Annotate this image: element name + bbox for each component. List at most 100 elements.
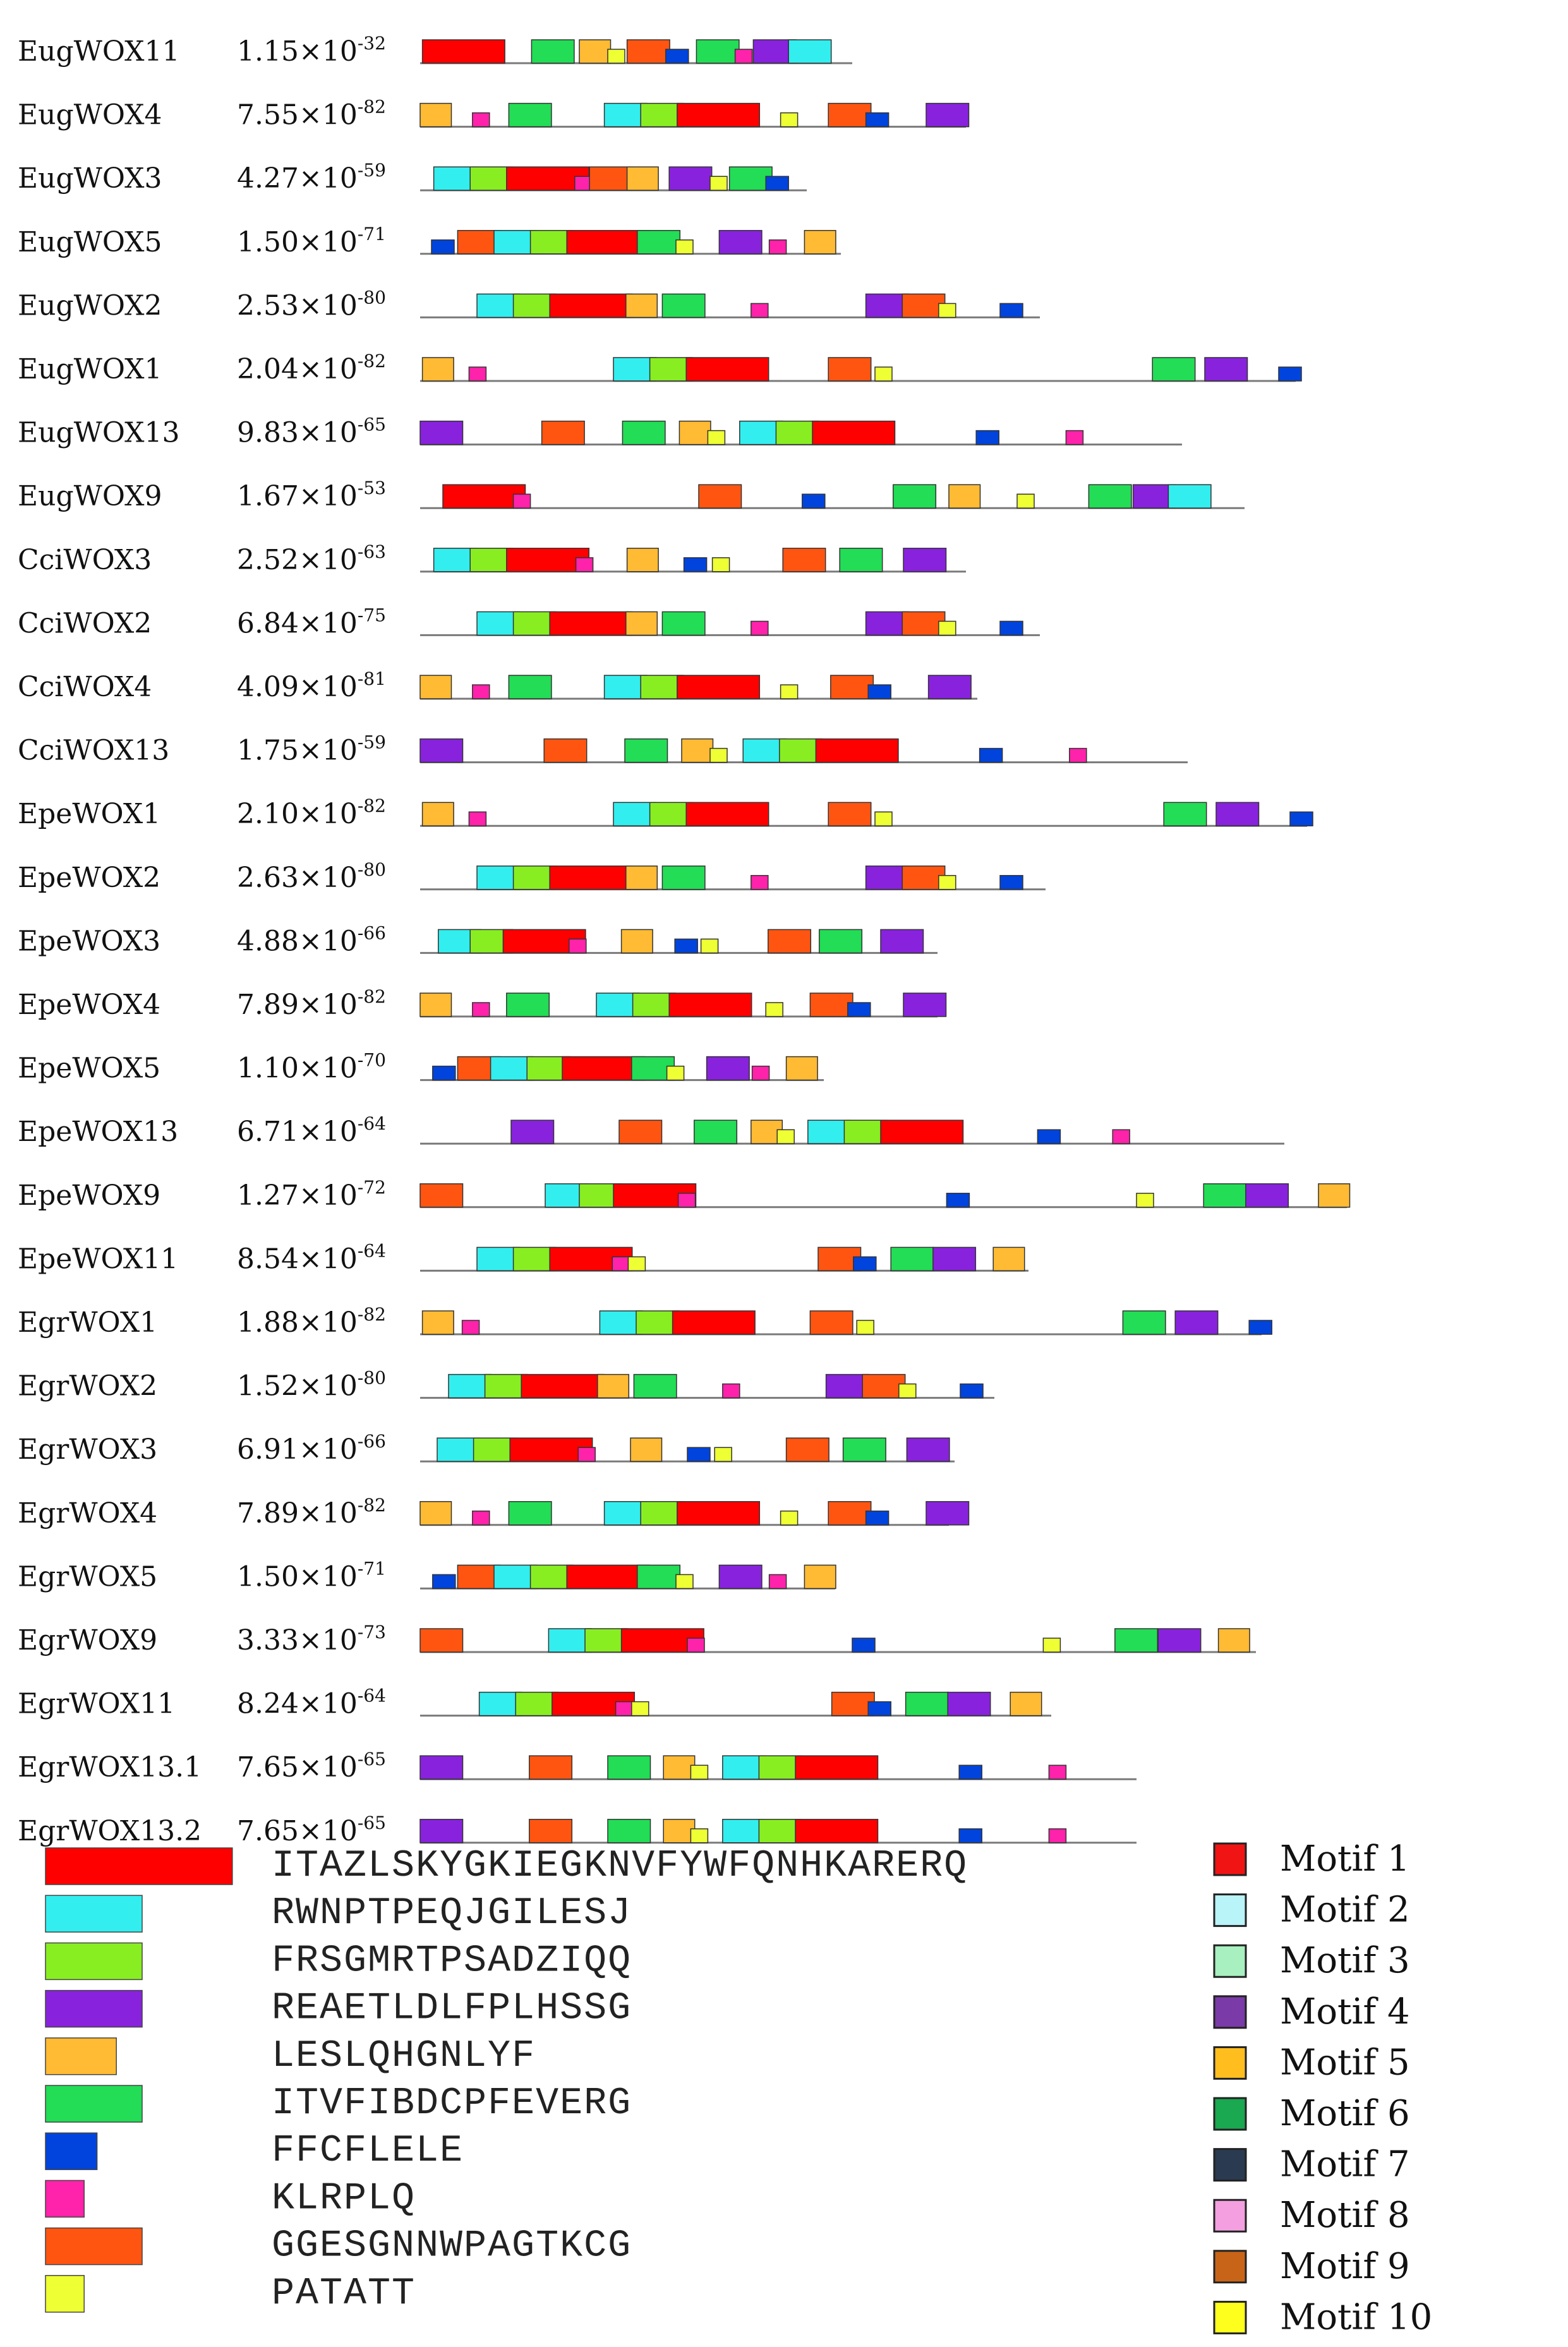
motif-block — [946, 1193, 970, 1208]
motif-block — [677, 1193, 696, 1208]
motif-block — [419, 1628, 464, 1653]
sequence-name: EgrWOX13.2 — [18, 1815, 202, 1847]
sequence-row: EgrWOX13.1 7.65×10-65 — [18, 1749, 1137, 1783]
motif-key-label: Motif 5 — [1280, 2042, 1410, 2083]
motif-block — [624, 738, 668, 763]
motif-block — [1065, 430, 1084, 445]
motif-block — [706, 1056, 750, 1081]
p-value: 1.50×10-71 — [237, 1558, 386, 1593]
motif-block — [690, 1828, 709, 1843]
motif-block — [938, 875, 956, 890]
motif-block — [842, 1437, 886, 1462]
p-value: 1.15×10-32 — [237, 33, 386, 68]
motif-block — [775, 420, 819, 445]
motif-block — [938, 303, 956, 318]
motif-block — [1048, 1828, 1067, 1843]
motif-block — [843, 1119, 888, 1144]
p-value-mantissa: 7.89×10 — [237, 1497, 358, 1529]
p-value-exponent: -82 — [358, 986, 386, 1007]
motif-block — [566, 230, 650, 255]
sequence-name: CciWOX2 — [18, 607, 152, 639]
sequence-name: EpeWOX1 — [18, 798, 160, 830]
p-value-exponent: -59 — [358, 160, 386, 181]
motif-block — [512, 493, 531, 509]
p-value-exponent: -80 — [358, 287, 386, 308]
motif-block — [1204, 357, 1248, 382]
motif-block — [960, 1383, 984, 1399]
p-value: 4.09×10-81 — [237, 668, 386, 703]
motif-key-entry: Motif 5 — [1213, 2042, 1410, 2083]
motif-length-bar — [45, 2180, 85, 2218]
motif-block — [442, 484, 526, 509]
motif-block — [476, 611, 521, 636]
p-value-exponent: -53 — [358, 478, 386, 498]
p-value-exponent: -75 — [358, 605, 386, 625]
motif-block — [938, 620, 956, 636]
motif-swatch — [1213, 2097, 1247, 2131]
sequence-name: EgrWOX1 — [18, 1306, 157, 1339]
motif-key-label: Motif 3 — [1280, 1940, 1410, 1981]
p-value: 1.88×10-82 — [237, 1304, 386, 1339]
p-value-mantissa: 9.83×10 — [237, 417, 358, 449]
motif-block — [1010, 1691, 1042, 1717]
sequence-row: EugWOX1 2.04×10-82 — [18, 351, 1302, 385]
motif-length-bar — [45, 2085, 143, 2123]
motif-block — [433, 166, 477, 191]
sequence-name: CciWOX3 — [18, 544, 152, 576]
sequence-row: EugWOX11 1.15×10-32 — [18, 33, 852, 68]
motif-block — [785, 1437, 829, 1462]
motif-block — [812, 420, 896, 445]
motif-key-entry: Motif 10 — [1213, 2296, 1432, 2338]
motif-block — [512, 1246, 557, 1272]
p-value-mantissa: 6.91×10 — [237, 1433, 358, 1466]
motif-swatch — [1213, 2199, 1247, 2233]
motif-consensus: GGESGNNWPAGTKCG — [272, 2225, 632, 2268]
p-value-mantissa: 2.52×10 — [237, 544, 358, 576]
sequence-row: CciWOX2 6.84×10-75 — [18, 605, 1040, 639]
motif-block — [529, 1564, 574, 1590]
motif-block — [722, 1383, 740, 1399]
motif-block — [625, 293, 658, 318]
p-value: 4.27×10-59 — [237, 160, 386, 195]
sequence-name: EpeWOX3 — [18, 925, 160, 957]
sequence-name: EugWOX4 — [18, 99, 162, 131]
motif-block — [1163, 802, 1207, 826]
motif-block — [1112, 1129, 1130, 1144]
motif-block — [751, 620, 769, 636]
motif-block — [874, 366, 893, 382]
motif-consensus: FFCFLELE — [272, 2130, 464, 2173]
motif-key-label: Motif 4 — [1280, 1991, 1410, 2032]
motif-block — [468, 366, 487, 382]
motif-block — [865, 293, 909, 318]
motif-block — [677, 102, 761, 128]
sequence-name: EugWOX2 — [18, 289, 162, 322]
p-value: 7.55×10-82 — [237, 97, 386, 131]
motif-block — [1157, 1628, 1202, 1653]
sequence-row: EgrWOX2 1.52×10-80 — [18, 1368, 994, 1403]
p-value: 6.91×10-66 — [237, 1431, 386, 1466]
sequence-row: EgrWOX5 1.50×10-71 — [18, 1558, 836, 1593]
p-value-mantissa: 2.04×10 — [237, 353, 358, 385]
p-value-exponent: -32 — [358, 33, 386, 54]
sequence-name: EgrWOX4 — [18, 1497, 157, 1529]
sequence-row: EgrWOX3 6.91×10-66 — [18, 1431, 955, 1466]
motif-block — [668, 166, 713, 191]
p-value-mantissa: 4.09×10 — [237, 671, 358, 703]
motif-block — [852, 1638, 876, 1653]
motif-block — [432, 1065, 456, 1081]
sequence-row: CciWOX4 4.09×10-81 — [18, 668, 977, 703]
p-value-mantissa: 3.33×10 — [237, 1624, 358, 1656]
p-value-exponent: -65 — [358, 1749, 386, 1770]
motif-block — [902, 866, 946, 890]
motif-block — [958, 1765, 982, 1780]
motif-block — [700, 938, 719, 954]
motif-block — [828, 802, 872, 826]
motif-block — [596, 992, 640, 1017]
motif-block — [448, 1373, 492, 1399]
motif-block — [548, 1628, 592, 1653]
motif-block — [597, 1373, 630, 1399]
motif-block — [625, 866, 658, 890]
motif-block — [577, 1447, 596, 1462]
motif-block — [880, 929, 924, 954]
motif-block — [903, 548, 947, 572]
